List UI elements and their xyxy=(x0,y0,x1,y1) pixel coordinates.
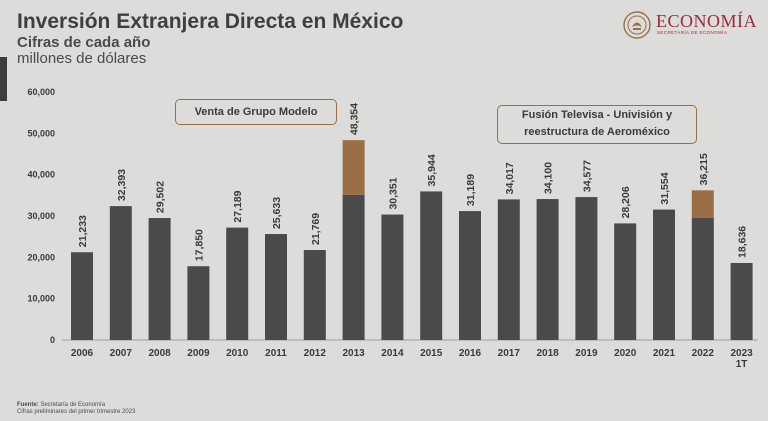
x-tick-label: 2013 xyxy=(342,348,365,359)
bar xyxy=(575,197,598,340)
data-label: 32,393 xyxy=(116,169,128,201)
bar xyxy=(303,250,326,340)
y-tick-label: 60,000 xyxy=(27,87,55,97)
x-tick-label: 2016 xyxy=(459,348,482,359)
bar-highlight xyxy=(342,140,365,195)
x-tick-label: 2014 xyxy=(381,348,404,359)
source-note: Fuente: Secretaría de Economía Cifras pr… xyxy=(17,402,135,416)
data-label: 21,769 xyxy=(310,213,322,245)
bar xyxy=(187,266,210,340)
x-tick-label: 2009 xyxy=(187,348,210,359)
logo-text: ECONOMÍA xyxy=(656,11,757,31)
data-label: 36,215 xyxy=(698,153,710,185)
bar xyxy=(653,209,675,340)
bar xyxy=(691,218,714,340)
annotation-grupo-modelo-text: Venta de Grupo Modelo xyxy=(194,106,318,118)
data-label: 35,944 xyxy=(426,154,438,186)
bar xyxy=(381,214,404,340)
annotation-televisa-line2: reestructura de Aeroméxico xyxy=(524,126,670,138)
bar xyxy=(459,211,481,340)
x-tick-label: 2011 xyxy=(265,348,287,359)
x-tick-label: 2022 xyxy=(692,348,715,359)
coat-of-arms-icon xyxy=(623,11,651,39)
economia-logo: ECONOMÍA SECRETARÍA DE ECONOMÍA xyxy=(622,8,762,42)
page-title: Inversión Extranjera Directa en México xyxy=(17,10,404,33)
bar xyxy=(71,252,93,340)
y-tick-label: 30,000 xyxy=(27,211,55,221)
bar xyxy=(614,223,637,340)
x-tick-label: 2017 xyxy=(498,348,521,359)
data-label: 34,017 xyxy=(504,162,516,194)
data-label: 31,554 xyxy=(659,172,671,204)
x-tick-label: 2021 xyxy=(653,348,676,359)
data-label: 29,502 xyxy=(155,181,167,213)
data-label: 25,633 xyxy=(271,197,283,229)
bar-highlight xyxy=(691,190,714,219)
annotation-televisa: Fusión Televisa - Univisión y reestructu… xyxy=(497,105,697,144)
bar xyxy=(148,218,171,340)
logo-subtext: SECRETARÍA DE ECONOMÍA xyxy=(657,30,728,35)
x-tick-label: 2006 xyxy=(71,348,94,359)
data-label: 34,100 xyxy=(543,162,555,194)
x-tick-label: 2010 xyxy=(226,348,249,359)
y-tick-label: 50,000 xyxy=(27,128,55,138)
data-label: 31,189 xyxy=(465,174,477,206)
x-tick-label: 2018 xyxy=(536,348,559,359)
bar xyxy=(342,194,365,340)
y-tick-label: 0 xyxy=(50,335,55,345)
bar xyxy=(536,199,559,340)
bar xyxy=(730,262,753,340)
unit-label: millones de dólares xyxy=(17,50,147,67)
accent-bar xyxy=(0,57,7,101)
data-label: 17,850 xyxy=(193,229,205,261)
data-label: 30,351 xyxy=(387,177,399,209)
bar xyxy=(226,227,249,340)
data-label: 34,577 xyxy=(581,160,593,192)
data-label: 28,206 xyxy=(620,186,632,218)
x-tick-label: 2008 xyxy=(148,348,171,359)
data-label: 48,354 xyxy=(349,103,361,135)
x-tick-label: 2012 xyxy=(304,348,327,359)
annotation-televisa-line1: Fusión Televisa - Univisión y xyxy=(521,109,673,121)
y-tick-label: 20,000 xyxy=(27,252,55,262)
annotation-grupo-modelo: Venta de Grupo Modelo xyxy=(175,99,337,125)
x-tick-label: 2019 xyxy=(575,348,598,359)
bar xyxy=(420,191,443,340)
bar xyxy=(109,206,132,340)
bar xyxy=(265,234,287,340)
data-label: 27,189 xyxy=(232,190,244,222)
y-tick-label: 10,000 xyxy=(27,294,55,304)
data-label: 21,233 xyxy=(77,215,89,247)
bar xyxy=(497,199,520,340)
preliminary-note: Cifras preliminares del primer trimestre… xyxy=(17,409,136,415)
x-tick-label: 2015 xyxy=(420,348,443,359)
source-text: Secretaría de Economía xyxy=(40,402,106,408)
source-label: Fuente: xyxy=(17,402,39,408)
x-tick-label: 2023 xyxy=(730,348,753,359)
x-tick-label: 2020 xyxy=(614,348,637,359)
page-subtitle: Cifras de cada año xyxy=(17,34,151,51)
x-tick-label: 2007 xyxy=(110,348,133,359)
x-tick-label: 1T xyxy=(736,359,748,370)
data-label: 18,636 xyxy=(737,226,749,258)
y-tick-label: 40,000 xyxy=(27,170,55,180)
